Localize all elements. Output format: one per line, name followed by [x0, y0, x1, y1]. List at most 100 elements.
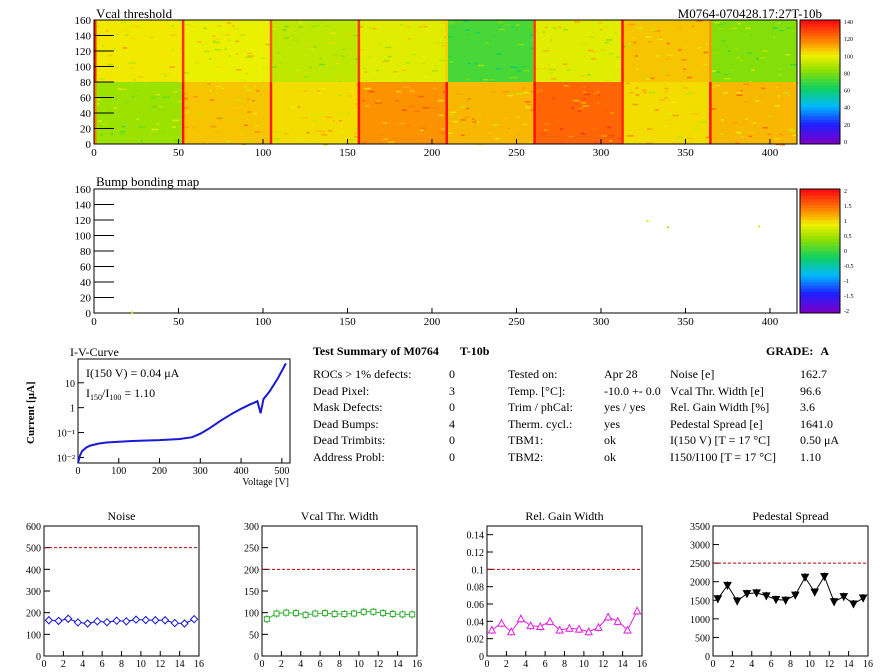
palette-tick-label: 120: [844, 37, 853, 43]
pixel-noise: [522, 66, 527, 68]
iv-frame: [77, 358, 291, 464]
pixel-noise: [595, 142, 598, 144]
pixel-noise: [731, 27, 738, 30]
palette-band: [800, 263, 840, 267]
iv-x-tick-label: 500: [274, 466, 289, 477]
summary-value: 3.6: [800, 400, 815, 414]
pixel-noise: [182, 97, 189, 100]
pixel-noise: [691, 108, 699, 111]
data-point: [584, 627, 594, 636]
pixel-noise: [721, 118, 724, 121]
roc-edge: [709, 82, 712, 144]
summary-col-results: Noise [e] 162.7 Vcal Thr. Width [e] 96.6 Rel…: [670, 366, 870, 465]
summary-label: Pedestal Spread [e]: [670, 416, 763, 431]
bump-palette: -2 -1.5 -1 -0.5 0 0.5 1 1.5 2: [799, 188, 854, 315]
pixel-noise: [434, 64, 440, 67]
pixel-noise: [760, 87, 766, 89]
pixel-noise: [398, 122, 406, 125]
pixel-noise: [600, 49, 606, 51]
pixel-noise: [156, 123, 160, 125]
pixel-noise: [516, 70, 522, 72]
pixel-noise: [745, 27, 751, 29]
pixel-noise: [599, 28, 603, 31]
pixel-noise: [388, 141, 395, 143]
pixel-noise: [433, 87, 437, 89]
summary-value: ok: [604, 433, 616, 447]
data-point: [761, 592, 771, 601]
pixel-noise: [382, 122, 388, 124]
palette-band: [800, 241, 840, 246]
pixel-noise: [303, 76, 310, 78]
pixel-noise: [404, 26, 411, 28]
summary-row: Therm. cycl.: yes: [508, 416, 670, 433]
pixel-noise: [498, 21, 504, 24]
pixel-noise: [554, 67, 560, 70]
pixel-noise: [464, 116, 471, 118]
pixel-noise: [458, 21, 462, 24]
pixel-noise: [379, 47, 383, 50]
summary-col-conditions: Tested on: Apr 28 Temp. [°C]: -10.0 +- 0.0 T…: [508, 366, 670, 465]
pixel-noise: [439, 22, 446, 24]
roc-edge: [445, 20, 448, 82]
summary-title: Test Summary of M0764: [313, 344, 439, 358]
pixel-noise: [703, 63, 708, 66]
pixel-noise: [655, 42, 661, 44]
pixel-noise: [98, 37, 104, 39]
pixel-noise: [355, 127, 359, 130]
pixel-noise: [209, 89, 212, 92]
pixel-noise: [178, 74, 184, 77]
pixel-noise: [608, 135, 615, 137]
pixel-noise: [335, 62, 341, 65]
pixel-noise: [438, 30, 442, 32]
pixel-noise: [213, 131, 220, 134]
palette-band: [800, 38, 840, 43]
pixel-noise: [466, 78, 470, 80]
pixel-noise: [431, 107, 438, 109]
pixel-noise: [632, 43, 637, 45]
small-y-tick-label: 0: [479, 652, 484, 663]
pixel-noise: [395, 99, 400, 102]
data-point: [497, 618, 506, 627]
small-x-tick-label: 2: [504, 659, 509, 670]
pixel-noise: [203, 44, 209, 47]
pixel-noise: [294, 20, 299, 22]
pixel-noise: [209, 58, 212, 60]
pixel-noise: [643, 91, 647, 94]
pixel-noise: [96, 98, 101, 101]
iv-x-tick-label: 200: [152, 466, 167, 477]
data-point: [302, 611, 309, 618]
pixel-noise: [251, 99, 255, 102]
pixel-noise: [423, 76, 430, 78]
roc-edge: [709, 20, 712, 82]
small-y-tick-label: 500: [26, 544, 41, 555]
pixel-noise: [716, 59, 721, 62]
summary-row: Rel. Gain Width [%] 3.6: [670, 399, 870, 416]
pixel-noise: [121, 125, 126, 128]
roc-edge: [533, 82, 536, 144]
y-tick-label: 40: [80, 108, 92, 120]
pixel-noise: [373, 27, 376, 30]
small-y-tick-label: 500: [695, 633, 710, 644]
pixel-noise: [210, 125, 217, 128]
pixel-noise: [395, 122, 398, 124]
pixel-noise: [739, 65, 747, 68]
summary-label: Address Probl:: [313, 449, 385, 464]
pixel-noise: [668, 142, 674, 144]
pixel-noise: [150, 36, 154, 39]
pixel-noise: [679, 26, 684, 29]
small-x-tick-label: 8: [562, 659, 567, 670]
pixel-noise: [284, 37, 289, 39]
pixel-noise: [194, 128, 198, 131]
palette-tick-label: 40: [844, 106, 850, 112]
bump-point: [646, 220, 649, 222]
iv-x-tick-label: 400: [234, 466, 249, 477]
small-y-tick-label: 100: [244, 609, 259, 620]
pixel-noise: [655, 55, 660, 57]
data-point: [131, 615, 141, 624]
pixel-noise: [130, 20, 137, 23]
small-y-tick-label: 3500: [690, 522, 710, 533]
palette-frame: [799, 188, 841, 314]
pixel-noise: [478, 114, 481, 116]
summary-row: ROCs > 1% defects: 0: [313, 366, 455, 383]
summary-row: Temp. [°C]: -10.0 +- 0.0: [508, 383, 670, 400]
